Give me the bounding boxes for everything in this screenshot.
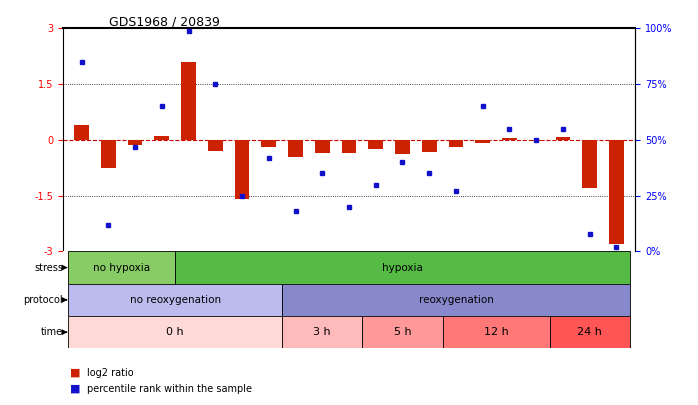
Bar [582, 140, 597, 188]
Text: 5 h: 5 h [394, 327, 411, 337]
Text: ■: ■ [70, 368, 80, 377]
Bar [208, 140, 223, 151]
Bar [443, 316, 549, 348]
Text: protocol: protocol [24, 295, 63, 305]
Bar [288, 140, 303, 157]
Text: no reoxygenation: no reoxygenation [130, 295, 221, 305]
Text: ■: ■ [70, 384, 80, 394]
Bar [395, 140, 410, 154]
Bar [235, 140, 249, 199]
Bar [154, 136, 169, 140]
Text: time: time [41, 327, 63, 337]
Text: reoxygenation: reoxygenation [419, 295, 493, 305]
Text: no hypoxia: no hypoxia [93, 262, 150, 273]
Bar [422, 140, 436, 152]
Text: stress: stress [34, 262, 63, 273]
Bar [74, 125, 89, 140]
Bar [128, 140, 142, 145]
Bar [181, 62, 196, 140]
Bar [449, 140, 463, 147]
Bar [502, 138, 517, 140]
Bar [282, 284, 630, 316]
Bar [315, 140, 329, 153]
Text: 24 h: 24 h [577, 327, 602, 337]
Bar [341, 140, 357, 153]
Bar [68, 252, 175, 284]
Text: 0 h: 0 h [166, 327, 184, 337]
Bar [68, 284, 282, 316]
Bar [556, 137, 570, 140]
Bar [282, 316, 362, 348]
Text: 3 h: 3 h [313, 327, 331, 337]
Bar [475, 140, 490, 143]
Bar [101, 140, 116, 168]
Bar [609, 140, 624, 244]
Bar [68, 316, 282, 348]
Bar [549, 316, 630, 348]
Bar [175, 252, 630, 284]
Bar [362, 316, 443, 348]
Text: log2 ratio: log2 ratio [87, 368, 134, 377]
Text: GDS1968 / 20839: GDS1968 / 20839 [109, 15, 219, 28]
Text: hypoxia: hypoxia [382, 262, 423, 273]
Bar [369, 140, 383, 149]
Text: 12 h: 12 h [484, 327, 508, 337]
Bar [262, 140, 276, 147]
Text: percentile rank within the sample: percentile rank within the sample [87, 384, 252, 394]
Bar [529, 140, 544, 141]
